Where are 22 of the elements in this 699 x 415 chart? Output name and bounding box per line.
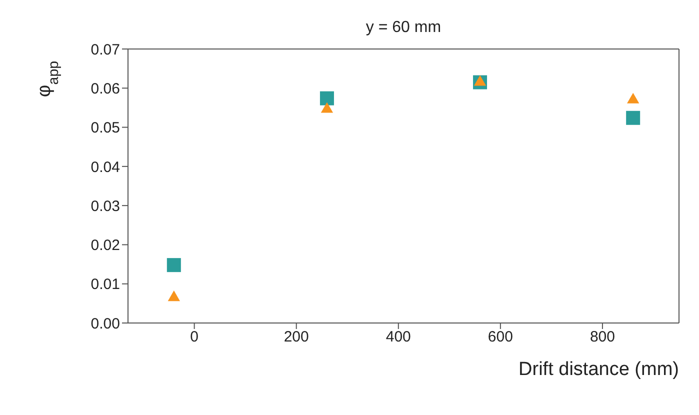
point — [474, 75, 486, 86]
point — [168, 290, 180, 302]
y-tick-label: 0.02 — [90, 237, 120, 254]
point — [320, 91, 334, 106]
y-tick-label: 0.00 — [90, 315, 120, 332]
y-tick-label: 0.07 — [90, 41, 120, 58]
y-tick-label: 0.03 — [90, 198, 120, 215]
x-tick-label: 800 — [590, 328, 615, 346]
y-tick-label: 0.04 — [90, 158, 120, 176]
x-axis-title: Drift distance (mm) — [518, 359, 679, 380]
x-tick-label: 400 — [386, 328, 411, 346]
x-tick-label: 200 — [284, 328, 309, 346]
x-tick-label: 600 — [488, 328, 513, 346]
x-tick-label: 0 — [190, 328, 198, 346]
chart-title: y = 60 mm — [366, 19, 442, 36]
point — [627, 92, 640, 104]
point — [166, 258, 181, 272]
y-tick-label: 0.05 — [90, 120, 120, 137]
y-tick-label: 0.01 — [90, 276, 120, 294]
point — [320, 102, 334, 113]
y-tick-label: 0.06 — [90, 80, 120, 98]
point — [626, 110, 640, 125]
